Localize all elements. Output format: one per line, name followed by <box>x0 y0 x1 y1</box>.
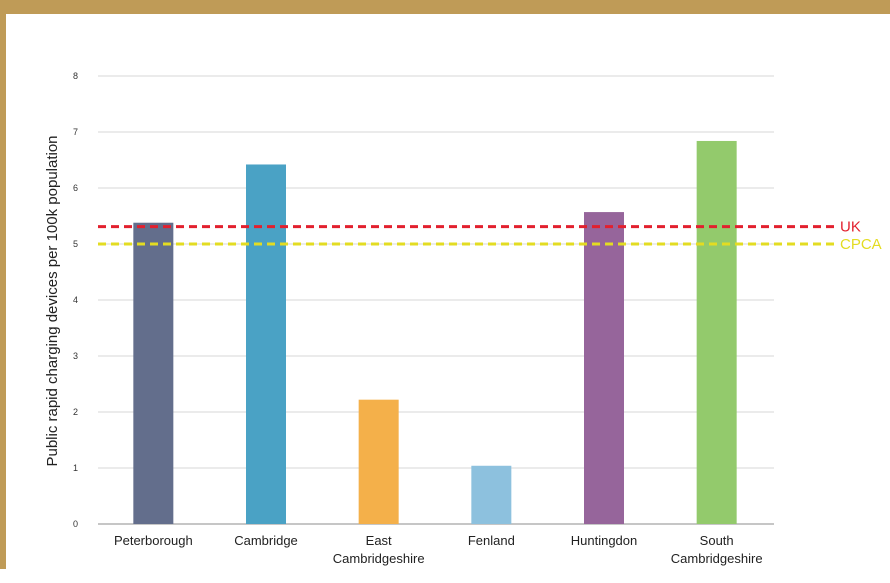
x-tick-label: South Cambridgeshire <box>671 533 763 566</box>
gridlines <box>98 75 774 525</box>
chart-frame: 0 1 2 3 4 5 6 7 8 UK CPCA Peterborough Cambridge Ea… <box>0 0 890 569</box>
y-tick-label: 7 <box>73 127 78 137</box>
bar <box>358 399 399 524</box>
bars <box>133 140 737 525</box>
y-tick-label: 4 <box>73 295 78 305</box>
x-tick-label: East Cambridgeshire <box>333 533 425 566</box>
y-tick-label: 5 <box>73 239 78 249</box>
y-tick-label: 0 <box>73 519 78 529</box>
reference-line-label: CPCA <box>840 236 882 253</box>
reference-line-label: UK <box>840 219 861 236</box>
y-axis-label: Public rapid charging devices per 100k p… <box>44 135 61 466</box>
bar <box>696 140 737 524</box>
bar <box>246 164 286 525</box>
x-tick-label: Peterborough <box>114 533 193 548</box>
bar <box>133 222 174 524</box>
y-tick-labels: 0 1 2 3 4 5 6 7 8 <box>73 71 78 529</box>
bar <box>584 212 624 524</box>
y-tick-label: 2 <box>73 407 78 417</box>
x-tick-label: Huntingdon <box>571 533 638 548</box>
y-tick-label: 6 <box>73 183 78 193</box>
y-tick-label: 8 <box>73 71 78 81</box>
y-tick-label: 3 <box>73 351 78 361</box>
x-tick-labels: Peterborough Cambridge East Cambridgeshire F… <box>114 533 763 566</box>
bar <box>471 465 512 524</box>
y-tick-label: 1 <box>73 463 78 473</box>
x-tick-label: Cambridge <box>234 533 298 548</box>
x-tick-label: Fenland <box>468 533 515 548</box>
